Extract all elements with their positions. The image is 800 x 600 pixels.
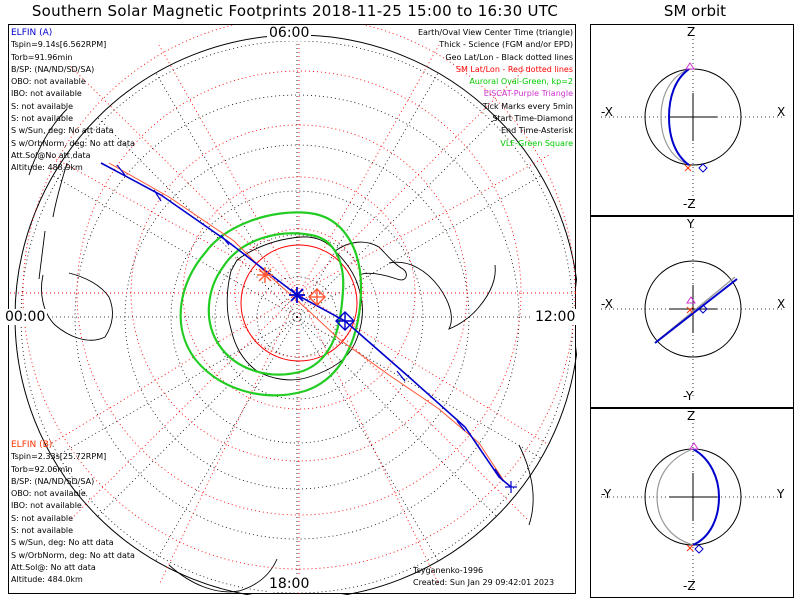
- legend-item: End Time-Asterisk: [500, 126, 573, 136]
- legend-item: Tick Marks every 5min: [482, 101, 573, 111]
- elfin-b-line: B/SP: (NA/ND/SD/SA): [11, 476, 95, 486]
- elfin-a-line: S w/Sun, deg: No att data: [11, 126, 114, 136]
- axis-label: Y: [777, 487, 785, 501]
- clock-label-bottom: 18:00: [267, 576, 312, 592]
- elfin-b-header: ELFIN (B): [11, 440, 53, 450]
- orbit-panel-xz: Z -Z -X X: [590, 24, 794, 216]
- legend-item: Start Time-Diamond: [492, 114, 573, 124]
- footer: Tsyganenko-1996 Created: Sun Jan 29 09:4…: [413, 565, 554, 590]
- axis-label: -Z: [683, 197, 696, 211]
- coastlines: [28, 108, 534, 593]
- elfin-b-line: IBO: not available: [11, 501, 82, 511]
- sm-pole-circle: [240, 244, 358, 362]
- africa-coast: [168, 558, 278, 593]
- elfin-a-center-asterisk: [289, 287, 305, 303]
- elfin-b-line: Att.Sol@: No att data: [11, 562, 96, 572]
- legend-item: EISCAT-Purple Triangle: [483, 89, 573, 99]
- antarctica-coastline: [226, 236, 363, 381]
- axis-label: -Y: [601, 487, 612, 501]
- orbit-xz-graphic: [601, 35, 785, 205]
- legend-item: SM Lat/Lon - Red dotted lines: [455, 64, 573, 74]
- elfin-b-markers: [257, 267, 326, 306]
- legend-item: Earth/Oval View Center Time (triangle): [417, 28, 573, 37]
- elfin-a-line: S: not available: [11, 101, 74, 111]
- elfin-b-line: Altitude: 484.0km: [11, 575, 83, 585]
- elfin-a-line: S: not available: [11, 114, 74, 124]
- clock-label-left: 00:00: [3, 309, 48, 325]
- orbit-yz-graphic: [601, 419, 785, 589]
- orbit-panel-yz: Z -Z -Y Y: [590, 408, 794, 598]
- elfin-b-info: ELFIN (B) Tspin=2.33s[25.72RPM] Torb=92.…: [11, 439, 135, 587]
- elfin-a-line: IBO: not available: [11, 89, 82, 99]
- elfin-b-line: OBO: not available: [11, 489, 86, 499]
- axis-label: -Y: [683, 389, 694, 403]
- elfin-a-line: Torb=91.96min: [11, 52, 73, 62]
- plot-title: Southern Solar Magnetic Footprints 2018-…: [31, 2, 559, 20]
- auroral-oval: [179, 211, 363, 397]
- sm-grid: [9, 25, 577, 595]
- legend: Earth/Oval View Center Time (triangle) T…: [418, 27, 573, 150]
- clock-label-right: 12:00: [533, 309, 578, 325]
- elfin-a-line: S w/OrbNorm, deg: No att data: [11, 138, 135, 148]
- legend-item: Geo Lat/Lon - Black dotted lines: [445, 52, 573, 62]
- elfin-b-track: [108, 162, 505, 482]
- elfin-a-line: Tspin=9.14s[6.562RPM]: [11, 40, 107, 50]
- clock-label-top: 06:00: [267, 25, 312, 41]
- legend-item: Thick - Science (FGM and/or EPD): [439, 40, 573, 50]
- elfin-a-line: Att.Sol@No att data: [11, 150, 91, 160]
- axis-label: -Z: [683, 579, 696, 593]
- axis-label: Z: [687, 409, 696, 423]
- created-timestamp: Created: Sun Jan 29 09:42:01 2023: [413, 578, 555, 588]
- axis-label: X: [777, 297, 786, 311]
- orbit-title: SM orbit: [663, 2, 727, 20]
- elfin-a-line: B/SP: (NA/ND/SD/SA): [11, 64, 95, 74]
- antarctic-peninsula: [334, 241, 407, 281]
- australia-coast: [41, 272, 113, 341]
- axis-label: Z: [687, 25, 696, 39]
- new-zealand: [38, 162, 68, 280]
- elfin-b-line: S w/Sun, deg: No att data: [11, 538, 114, 548]
- elfin-a-header: ELFIN (A): [11, 28, 53, 38]
- model-name: Tsyganenko-1996: [413, 566, 484, 575]
- orbit-panel-xy: Y -Y -X X: [590, 216, 794, 408]
- axis-label: Y: [687, 217, 695, 231]
- elfin-b-line: Tspin=2.33s[25.72RPM]: [11, 452, 107, 462]
- elfin-a-info: ELFIN (A) Tspin=9.14s[6.562RPM] Torb=91.…: [11, 27, 135, 175]
- elfin-a-line: OBO: not available: [11, 77, 86, 87]
- elfin-a-track: [100, 162, 517, 493]
- elfin-b-line: S w/OrbNorm, deg: No att data: [11, 550, 135, 560]
- orbit-xy-graphic: [601, 227, 785, 397]
- elfin-b-line: Torb=92.06min: [11, 464, 73, 474]
- legend-item: VLF-Green Square: [500, 138, 573, 148]
- elfin-a-start-diamond: [335, 311, 355, 331]
- polar-map: 06:00 00:00 12:00 18:00 ELFIN (A) Tspin=…: [3, 24, 578, 595]
- axis-label: -X: [601, 297, 613, 311]
- south-america-coast: [388, 261, 496, 330]
- legend-item: Auroral Oval-Green, kp=2: [469, 77, 573, 87]
- elfin-a-end-asterisk: [505, 481, 517, 493]
- axis-label: -X: [601, 105, 613, 119]
- axis-label: X: [777, 105, 786, 119]
- asia-coast: [28, 108, 534, 526]
- elfin-b-line: S: not available: [11, 526, 74, 536]
- elfin-b-line: S: not available: [11, 513, 74, 523]
- elfin-a-line: Altitude: 488.9km: [11, 163, 83, 173]
